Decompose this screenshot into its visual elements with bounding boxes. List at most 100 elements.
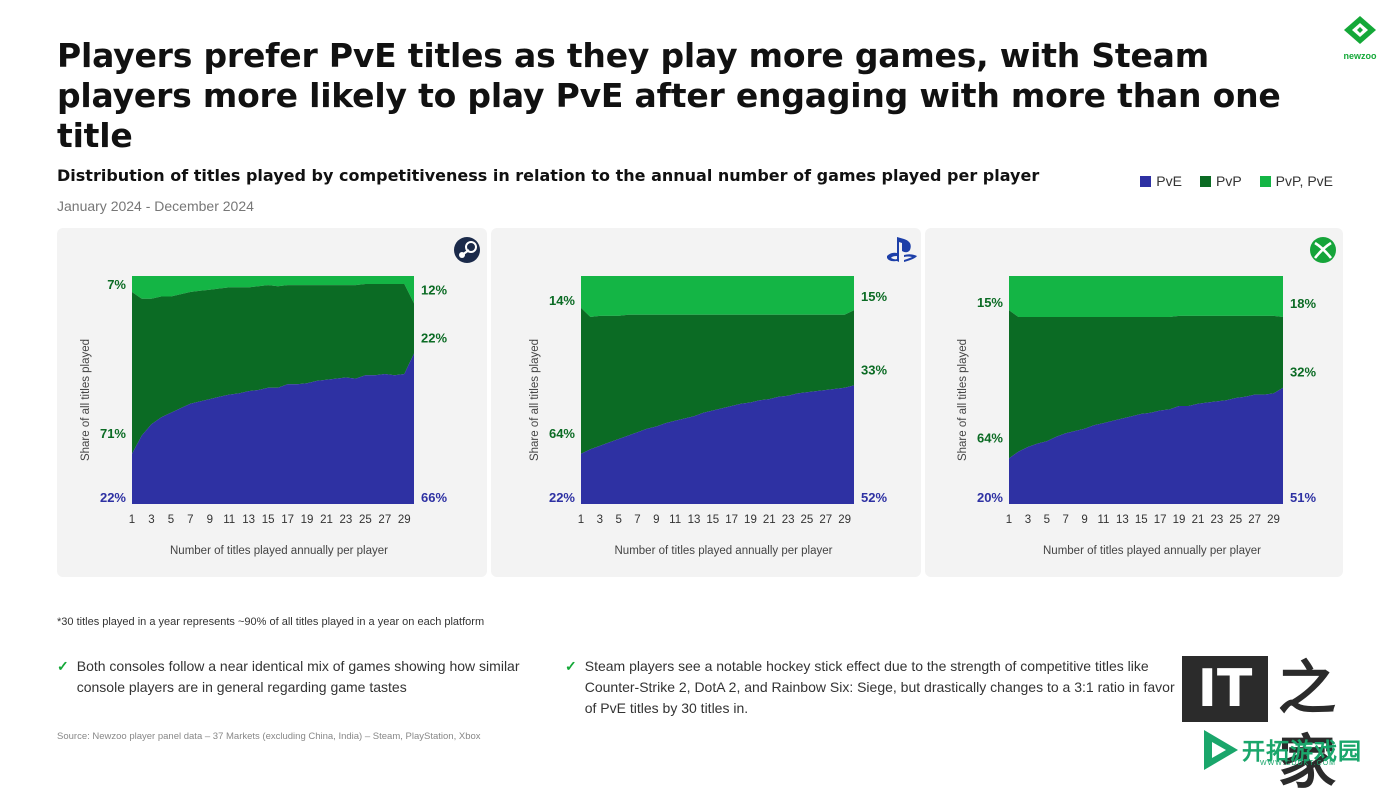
legend-swatch-pvp: [1199, 175, 1211, 187]
footnote: *30 titles played in a year represents ~…: [57, 616, 485, 628]
x-tick-label: 13: [688, 514, 701, 526]
label-left-mixed: 7%: [107, 277, 126, 292]
x-tick-label: 25: [1229, 514, 1242, 526]
pvp-area: [132, 284, 414, 454]
x-tick-label: 9: [207, 514, 213, 526]
legend-item-pve: PvE: [1140, 173, 1182, 189]
label-right-mixed: 12%: [421, 282, 447, 297]
label-left-pvp: 64%: [549, 426, 575, 441]
watermark-brand-cn: 之家: [1278, 656, 1337, 795]
x-tick-label: 13: [242, 514, 255, 526]
xbox-icon: [1310, 237, 1336, 263]
label-left-pve: 22%: [549, 490, 575, 505]
legend-item-mixed: PvP, PvE: [1259, 173, 1333, 189]
watermark-site-url: WWW.CDDKT.COM: [1260, 760, 1336, 767]
x-axis-label: Number of titles played annually per pla…: [615, 545, 833, 557]
x-tick-label: 11: [669, 514, 681, 526]
label-left-pve: 20%: [977, 490, 1003, 505]
legend-label-pvp: PvP: [1215, 173, 1242, 189]
x-tick-label: 11: [1098, 514, 1110, 526]
newzoo-logo: newzoo: [1338, 14, 1382, 61]
xbox-chart-panel: 15% 64% 20% 18% 32% 51% 1 3 5 7 9 11 13 15 17 19 21 23 25 2…: [925, 228, 1343, 577]
watermark-site-cn: 开拓游戏园: [1242, 738, 1362, 764]
bullet-consoles: ✓ Both consoles follow a near identical …: [57, 656, 547, 698]
x-tick-label: 19: [744, 514, 757, 526]
y-axis-label: Share of all titles played: [80, 339, 92, 461]
label-right-pve: 51%: [1290, 490, 1316, 505]
x-tick-label: 9: [1081, 514, 1087, 526]
x-tick-label: 11: [223, 514, 235, 526]
x-tick-label: 29: [398, 514, 411, 526]
x-tick-label: 17: [281, 514, 294, 526]
area-chart: 15%64%20%18%32%51%1 3 5 7 9 11 13 15 17 19 21 23 25 2…: [957, 237, 1336, 557]
label-right-pve: 66%: [421, 490, 447, 505]
x-tick-label: 15: [1135, 514, 1148, 526]
bullet-steam: ✓ Steam players see a notable hockey sti…: [565, 656, 1185, 719]
label-right-pvp: 33%: [861, 362, 887, 377]
x-tick-label: 15: [706, 514, 719, 526]
source-note: Source: Newzoo player panel data – 37 Ma…: [57, 731, 481, 742]
bullet-text-consoles: Both consoles follow a near identical mi…: [76, 658, 520, 695]
steam-icon: [454, 237, 480, 263]
x-tick-label: 23: [340, 514, 353, 526]
x-tick-label: 3: [597, 514, 603, 526]
pvp-pve-area: [1009, 276, 1283, 317]
label-left-mixed: 14%: [549, 293, 575, 308]
playstation-icon: [887, 237, 917, 262]
x-tick-label: 21: [320, 514, 333, 526]
y-axis-label: Share of all titles played: [957, 339, 969, 461]
x-tick-label: 7: [634, 514, 640, 526]
label-left-pve: 22%: [100, 490, 126, 505]
x-tick-label: 17: [725, 514, 738, 526]
legend-swatch-mixed: [1259, 175, 1271, 187]
x-tick-label: 25: [801, 514, 814, 526]
x-tick-label: 17: [1154, 514, 1167, 526]
x-tick-label: 1: [578, 514, 584, 526]
newzoo-logo-text: newzoo: [1343, 51, 1377, 61]
x-tick-label: 21: [763, 514, 776, 526]
y-axis-label: Share of all titles played: [529, 339, 541, 461]
watermark: IT 之家 开拓游戏园 WWW.CDDKT.COM: [1178, 652, 1378, 795]
area-chart: 7%71%22%12%22%66%1 3 5 7 9 11 13 15 17 19 21 23 25 27…: [80, 237, 480, 557]
x-tick-label: 29: [838, 514, 851, 526]
x-axis-label: Number of titles played annually per pla…: [1043, 545, 1261, 557]
label-right-pve: 52%: [861, 490, 887, 505]
x-tick-label: 1: [129, 514, 135, 526]
x-tick-label: 21: [1192, 514, 1205, 526]
x-tick-label: 19: [301, 514, 314, 526]
bullet-text-steam: Steam players see a notable hockey stick…: [584, 658, 1175, 716]
label-left-mixed: 15%: [977, 295, 1003, 310]
pve-area: [581, 385, 854, 504]
newzoo-logo-icon: [1344, 16, 1376, 44]
legend-item-pvp: PvP: [1199, 173, 1242, 189]
legend-swatch-pve: [1140, 175, 1152, 187]
x-tick-label: 3: [1025, 514, 1031, 526]
check-icon: ✓: [565, 658, 577, 674]
area-chart: 14%64%22%15%33%52%1 3 5 7 9 11 13 15 17 19 21 23 25 2…: [529, 237, 917, 557]
x-tick-label: 27: [819, 514, 832, 526]
label-right-pvp: 32%: [1290, 365, 1316, 380]
x-tick-label: 13: [1116, 514, 1129, 526]
pve-area: [1009, 387, 1283, 504]
legend-label-mixed: PvP, PvE: [1275, 173, 1333, 189]
label-right-pvp: 22%: [421, 331, 447, 346]
steam-chart-panel: 7% 71% 22% 12% 22% 66% 1 3 5 7 9 11 13 15 17 19 21 23 25 27…: [57, 228, 487, 577]
x-tick-label: 5: [615, 514, 621, 526]
x-tick-label: 9: [653, 514, 659, 526]
page-title: Players prefer PvE titles as they play m…: [57, 36, 1281, 155]
x-tick-label: 3: [148, 514, 154, 526]
x-tick-label: 15: [262, 514, 275, 526]
pvp-area: [581, 307, 854, 454]
x-tick-label: 27: [378, 514, 391, 526]
label-right-mixed: 15%: [861, 289, 887, 304]
x-tick-label: 7: [187, 514, 193, 526]
label-right-mixed: 18%: [1290, 296, 1316, 311]
x-tick-label: 23: [782, 514, 795, 526]
label-left-pvp: 71%: [100, 426, 126, 441]
x-tick-label: 5: [168, 514, 174, 526]
x-tick-label: 7: [1062, 514, 1068, 526]
x-axis-label: Number of titles played annually per pla…: [170, 545, 388, 557]
x-tick-label: 23: [1210, 514, 1223, 526]
x-tick-label: 5: [1044, 514, 1050, 526]
chart-legend: PvE PvP PvP, PvE: [1140, 173, 1333, 189]
